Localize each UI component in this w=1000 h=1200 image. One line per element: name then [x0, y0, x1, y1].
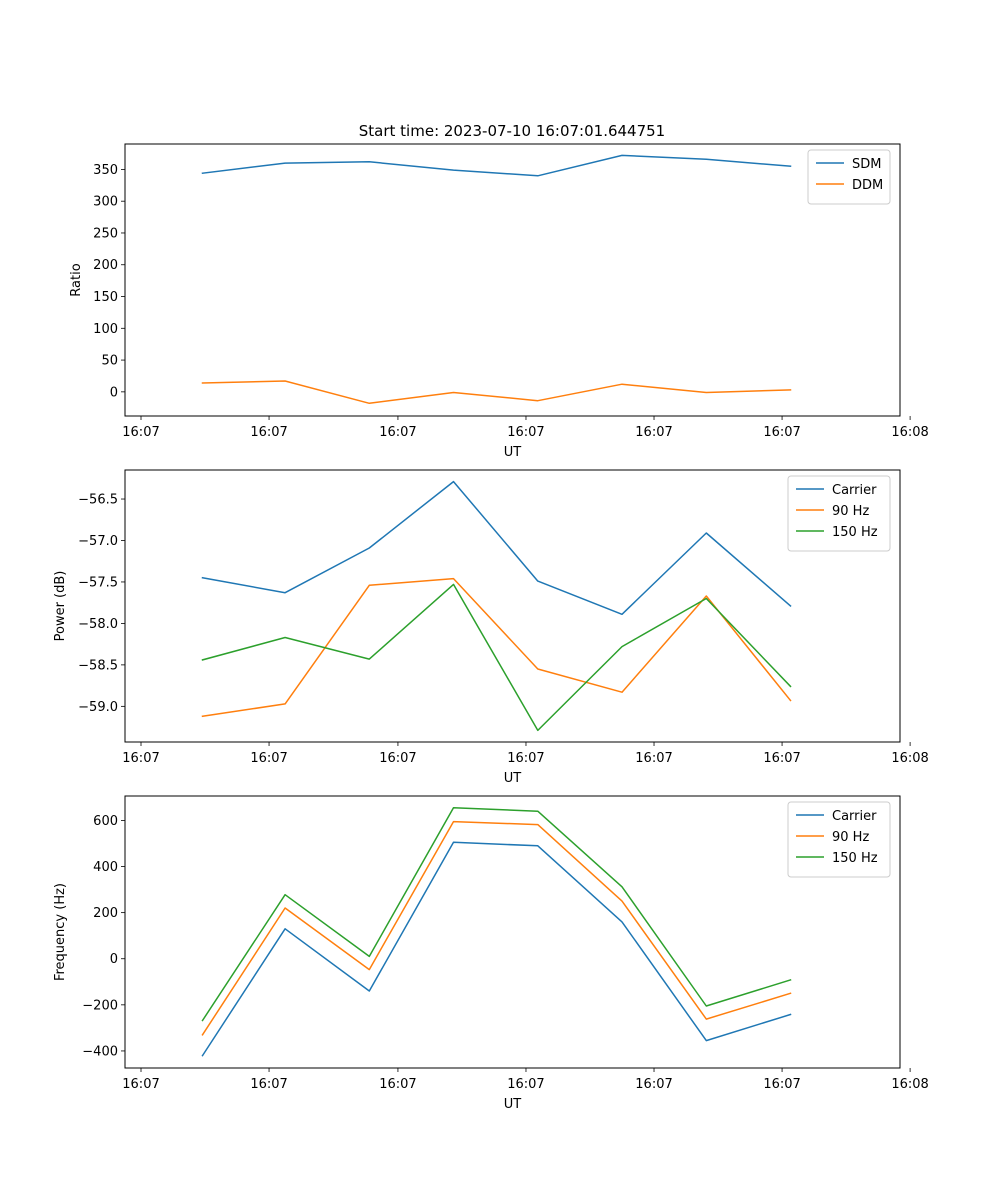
series-line-ddm — [201, 380, 792, 405]
x-tick-label: 16:07 — [507, 425, 544, 440]
y-tick-label: −400 — [82, 1044, 118, 1059]
x-tick-label: 16:07 — [122, 1077, 159, 1092]
y-tick-label: 350 — [93, 163, 118, 178]
series-line-carrier — [201, 841, 792, 1057]
x-tick-label: 16:07 — [250, 751, 287, 766]
y-tick-label: −200 — [82, 998, 118, 1013]
x-axis-label: UT — [504, 445, 522, 460]
series-line-90-hz — [201, 820, 792, 1036]
legend: Carrier 90 Hz 150 Hz — [787, 801, 891, 878]
x-tick-label: 16:07 — [379, 1077, 416, 1092]
x-axis-label: UT — [504, 1097, 522, 1112]
x-tick-label: 16:08 — [891, 1077, 928, 1092]
x-tick-label: 16:07 — [250, 425, 287, 440]
x-tick-label: 16:07 — [763, 1077, 800, 1092]
x-tick-label: 16:07 — [763, 751, 800, 766]
y-axis-label: Frequency (Hz) — [53, 883, 68, 981]
x-tick-label: 16:07 — [635, 751, 672, 766]
x-tick-label: 16:07 — [379, 751, 416, 766]
x-tick-label: 16:07 — [379, 425, 416, 440]
chart-panel-3: 16:07 16:07 16:07 16:07 16:07 16:07 16:08 −400 −… — [53, 795, 929, 1112]
y-tick-label: 100 — [93, 322, 118, 337]
legend-label: 150 Hz — [832, 525, 878, 540]
legend-label: 90 Hz — [832, 504, 869, 519]
x-tick-label: 16:08 — [891, 425, 928, 440]
series-line-90-hz — [201, 577, 792, 718]
y-axis-label: Power (dB) — [53, 571, 68, 642]
y-tick-label: −57.0 — [78, 534, 118, 549]
axes-frame — [124, 795, 901, 1069]
y-tick-label: −57.5 — [78, 575, 118, 590]
legend-label: DDM — [852, 178, 883, 193]
figure-title: Start time: 2023-07-10 16:07:01.644751 — [359, 122, 665, 140]
x-axis-label: UT — [504, 771, 522, 786]
legend-label: Carrier — [832, 483, 877, 498]
legend-label: SDM — [852, 157, 881, 172]
y-tick-label: 200 — [93, 258, 118, 273]
y-axis-label: Ratio — [69, 263, 84, 296]
series-line-150-hz — [201, 807, 792, 1022]
x-tick-label: 16:07 — [122, 751, 159, 766]
legend-label: Carrier — [832, 809, 877, 824]
y-tick-label: −58.5 — [78, 658, 118, 673]
series-line-carrier — [201, 480, 792, 616]
y-tick-label: −59.0 — [78, 700, 118, 715]
y-tick-label: −56.5 — [78, 493, 118, 508]
y-tick-label: 200 — [93, 906, 118, 921]
legend: Carrier 90 Hz 150 Hz — [787, 475, 891, 552]
axes-frame — [124, 143, 901, 417]
x-tick-label: 16:07 — [122, 425, 159, 440]
x-tick-label: 16:07 — [507, 1077, 544, 1092]
legend-box — [787, 801, 891, 878]
x-tick-label: 16:07 — [635, 1077, 672, 1092]
x-tick-label: 16:07 — [763, 425, 800, 440]
legend-label: 150 Hz — [832, 851, 878, 866]
x-tick-label: 16:07 — [507, 751, 544, 766]
y-tick-label: 50 — [101, 354, 118, 369]
y-tick-label: 600 — [93, 814, 118, 829]
series-line-150-hz — [201, 583, 792, 732]
series-line-sdm — [201, 154, 792, 177]
legend-box — [787, 475, 891, 552]
x-tick-label: 16:07 — [250, 1077, 287, 1092]
y-tick-label: 400 — [93, 860, 118, 875]
x-tick-label: 16:08 — [891, 751, 928, 766]
y-tick-label: 0 — [110, 952, 118, 967]
y-tick-label: −58.0 — [78, 617, 118, 632]
panels: 16:07 16:07 16:07 16:07 16:07 16:07 16:08 0 50 10… — [53, 143, 929, 1112]
y-tick-label: 250 — [93, 226, 118, 241]
x-tick-label: 16:07 — [635, 425, 672, 440]
legend-label: 90 Hz — [832, 830, 869, 845]
axes-frame — [124, 469, 901, 743]
chart-panel-1: 16:07 16:07 16:07 16:07 16:07 16:07 16:08 0 50 10… — [69, 143, 929, 460]
chart-panel-2: 16:07 16:07 16:07 16:07 16:07 16:07 16:08 −59.0… — [53, 469, 929, 786]
legend: SDM DDM — [807, 149, 891, 205]
y-tick-label: 150 — [93, 290, 118, 305]
y-tick-label: 300 — [93, 195, 118, 210]
y-tick-label: 0 — [110, 385, 118, 400]
